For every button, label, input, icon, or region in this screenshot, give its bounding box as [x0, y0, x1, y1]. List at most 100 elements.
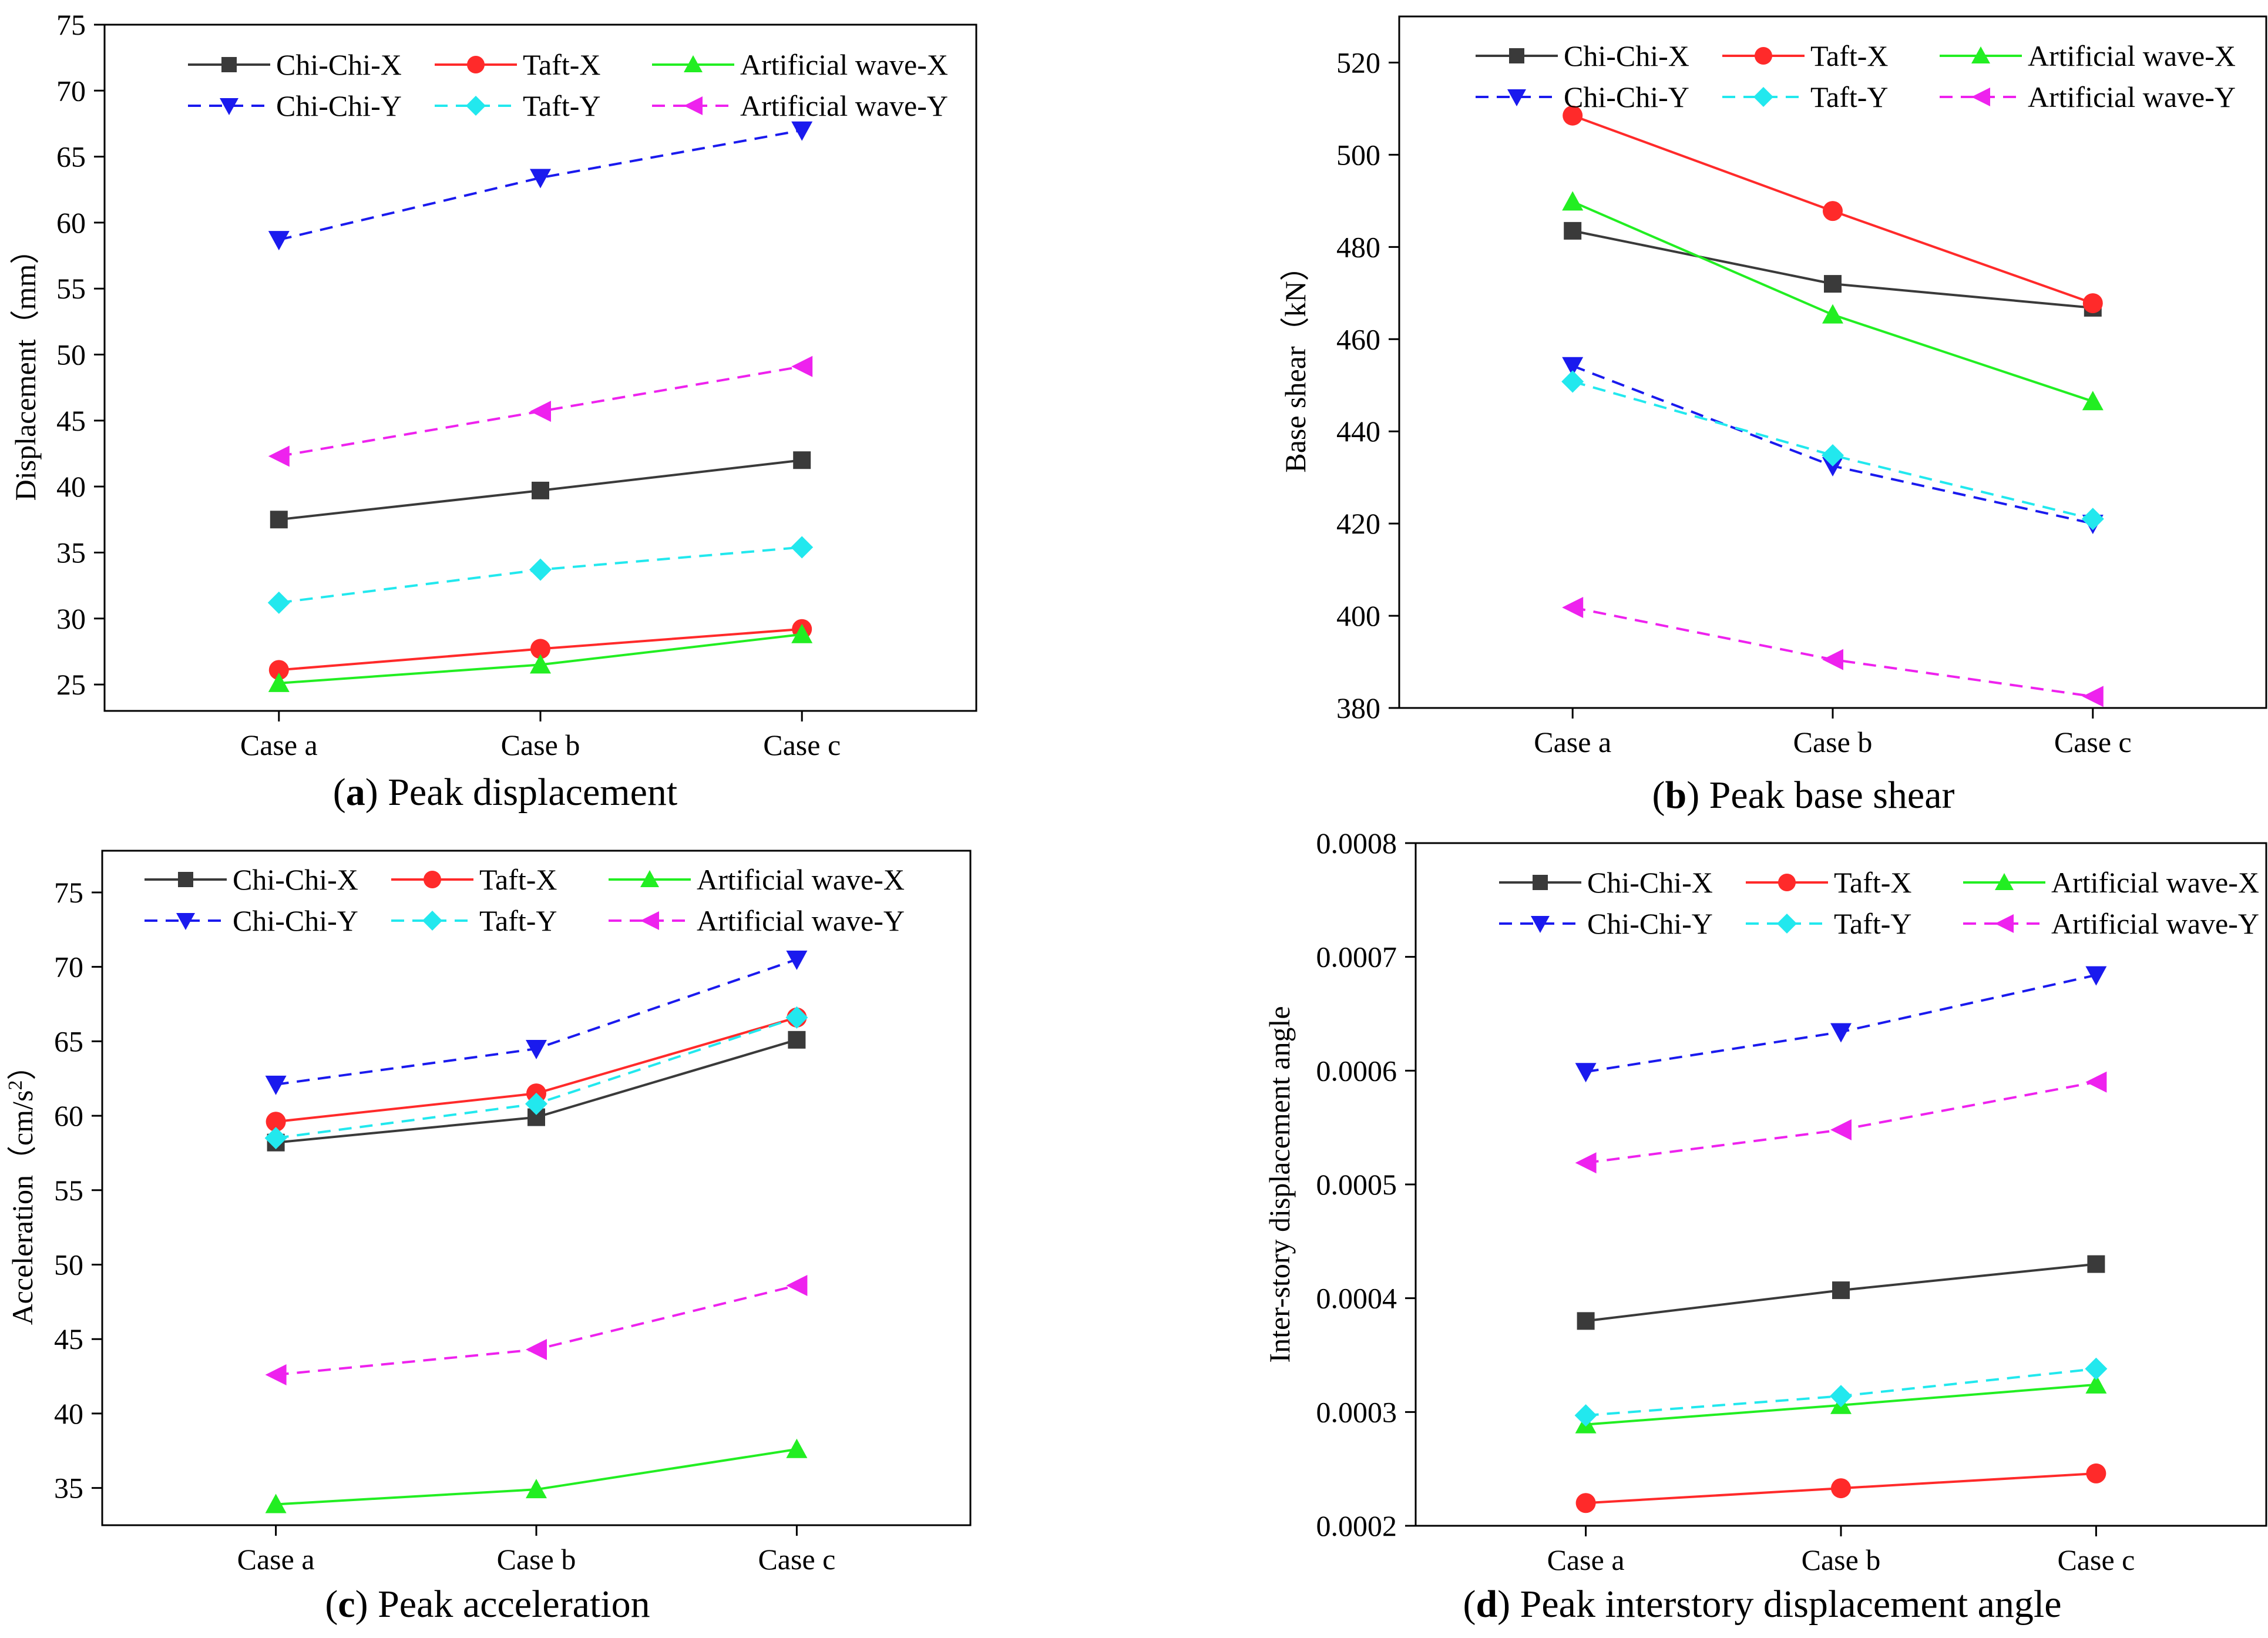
data-point	[1561, 370, 1584, 393]
y-tick-label: 55	[54, 1174, 83, 1207]
y-tick-label: 75	[54, 876, 83, 909]
legend-marker	[1533, 875, 1548, 890]
data-point	[1822, 457, 1843, 477]
series-line-chi-chi-y	[278, 129, 802, 241]
legend-label: Taft-X	[523, 48, 601, 81]
legend-label: Artificial wave-X	[2051, 866, 2259, 899]
data-point	[1564, 221, 1582, 240]
legend-label: Chi-Chi-X	[1587, 866, 1713, 899]
legend: Chi-Chi-X Taft-X Artificial wave-X Chi-Chi-…	[145, 863, 905, 937]
data-point	[2082, 391, 2104, 411]
legend-marker	[221, 57, 237, 72]
legend-label: Artificial wave-Y	[2028, 80, 2236, 113]
legend-marker	[640, 911, 659, 930]
data-point	[1830, 1023, 1852, 1043]
x-tick-label: Case a	[240, 729, 318, 761]
legend-marker	[1971, 46, 1990, 63]
legend-label: Taft-X	[479, 863, 557, 896]
legend-label: Artificial wave-X	[740, 48, 948, 81]
data-point	[1575, 1493, 1596, 1513]
data-point	[267, 591, 290, 614]
data-point	[264, 1127, 287, 1150]
data-point	[266, 1112, 286, 1132]
y-tick-label: 0.0002	[1316, 1509, 1397, 1542]
y-tick-label: 30	[56, 602, 86, 635]
legend-marker	[1509, 48, 1524, 63]
data-point	[1574, 1404, 1597, 1427]
y-tick-label: 40	[54, 1397, 83, 1430]
data-point	[1562, 357, 1584, 377]
legend-label: Chi-Chi-X	[233, 863, 358, 896]
legend-label: Taft-Y	[523, 89, 601, 122]
legend-marker	[1755, 47, 1772, 65]
y-tick-label: 75	[56, 8, 86, 41]
data-point	[2085, 966, 2107, 986]
x-tick-label: Case b	[1793, 726, 1873, 758]
y-tick-label: 400	[1336, 599, 1380, 632]
x-tick-label: Case c	[2057, 1543, 2135, 1576]
legend-label: Taft-Y	[1810, 80, 1889, 113]
y-tick-label: 50	[54, 1248, 83, 1281]
legend-marker	[1531, 916, 1550, 933]
legend-label: Artificial wave-Y	[2051, 907, 2259, 940]
y-axis-title: Acceleration（cm/s2）	[5, 1051, 39, 1325]
legend-label: Chi-Chi-Y	[1564, 80, 1689, 113]
y-tick-label: 60	[56, 206, 86, 239]
legend-marker	[640, 870, 659, 887]
data-point	[530, 401, 551, 422]
data-point	[793, 451, 811, 469]
x-tick-label: Case a	[1547, 1543, 1625, 1576]
series-line-taft-y	[1572, 380, 2094, 521]
legend: Chi-Chi-X Taft-X Artificial wave-X Chi-Chi-…	[1476, 39, 2236, 113]
data-point	[2081, 508, 2104, 531]
legend-marker	[1778, 874, 1796, 891]
legend-label: Artificial wave-X	[697, 863, 905, 896]
data-point	[791, 623, 813, 643]
legend-marker	[1971, 88, 1990, 106]
data-point	[2087, 1255, 2105, 1273]
data-point	[1577, 1312, 1595, 1330]
data-point	[1563, 105, 1583, 126]
legend-label: Chi-Chi-Y	[1587, 907, 1713, 940]
legend-label: Artificial wave-X	[2028, 39, 2236, 72]
legend-marker	[1753, 87, 1773, 107]
data-point	[529, 558, 552, 581]
y-tick-label: 0.0007	[1316, 941, 1397, 974]
data-point	[1823, 201, 1843, 221]
legend-marker	[684, 96, 703, 115]
legend-marker	[684, 55, 703, 72]
y-tick-label: 60	[54, 1099, 83, 1132]
y-tick-label: 45	[54, 1323, 83, 1355]
y-tick-label: 70	[54, 951, 83, 984]
y-tick-label: 25	[56, 668, 86, 701]
data-point	[2086, 1463, 2106, 1483]
y-tick-label: 65	[54, 1025, 83, 1058]
legend-marker	[220, 98, 238, 115]
data-point	[265, 1364, 287, 1386]
y-tick-label: 480	[1336, 230, 1380, 263]
series-line-chi-chi-y	[275, 958, 798, 1086]
legend-marker	[466, 96, 486, 116]
data-point	[791, 121, 813, 141]
plot-frame	[1398, 15, 2267, 709]
data-point	[530, 639, 550, 659]
legend-label: Chi-Chi-X	[1564, 39, 1689, 72]
legend: Chi-Chi-X Taft-X Artificial wave-X Chi-Chi-…	[1499, 866, 2259, 940]
plot-frame	[1414, 842, 2267, 1527]
y-tick-label: 50	[56, 338, 86, 371]
data-point	[1822, 304, 1843, 324]
y-tick-label: 35	[54, 1472, 83, 1505]
legend-marker	[178, 872, 193, 887]
data-point	[268, 660, 289, 680]
data-point	[2085, 1357, 2108, 1380]
series-line-artificial-wave-y	[1572, 606, 2094, 698]
legend-marker	[422, 911, 442, 931]
data-point	[268, 231, 290, 251]
y-tick-label: 35	[56, 536, 86, 569]
y-tick-label: 0.0003	[1316, 1395, 1397, 1428]
y-tick-label: 460	[1336, 323, 1380, 355]
y-tick-label: 65	[56, 140, 86, 173]
y-tick-label: 420	[1336, 507, 1380, 540]
y-tick-label: 45	[56, 404, 86, 437]
